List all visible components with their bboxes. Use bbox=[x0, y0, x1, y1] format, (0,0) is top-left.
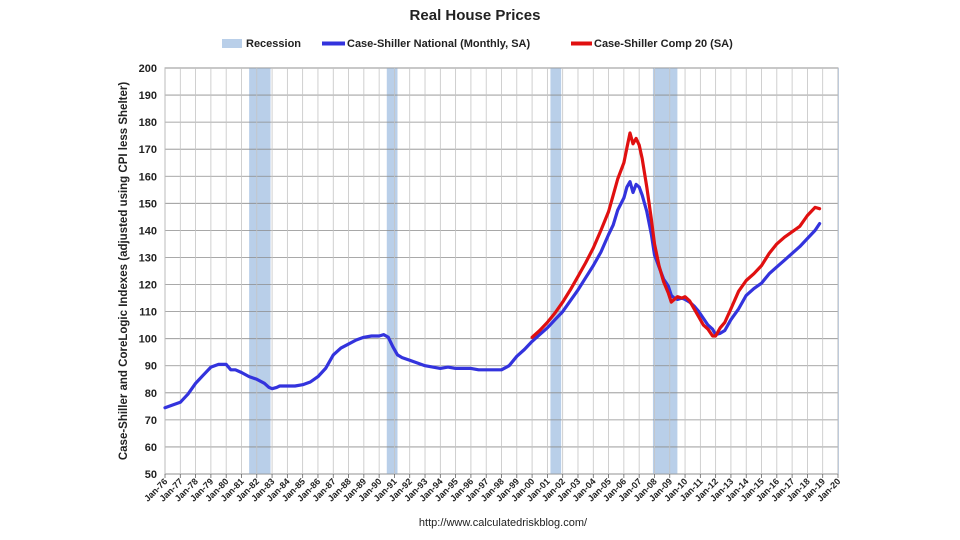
y-tick-label: 190 bbox=[139, 90, 157, 102]
y-tick-label: 120 bbox=[139, 280, 157, 292]
y-tick-label: 150 bbox=[139, 198, 157, 210]
y-tick-label: 80 bbox=[145, 388, 157, 400]
y-tick-label: 170 bbox=[139, 144, 157, 156]
recession-band bbox=[249, 68, 271, 474]
legend-swatch-recession bbox=[222, 39, 242, 48]
legend-label-national: Case-Shiller National (Monthly, SA) bbox=[347, 38, 530, 50]
recession-band bbox=[550, 68, 562, 474]
y-tick-label: 110 bbox=[139, 307, 157, 319]
plot-area: 50 60 70 80 90 100 110 120 130 140 150 160 170 180 190… bbox=[139, 63, 843, 504]
y-axis-label: Case-Shiller and CoreLogic Indexes (adju… bbox=[118, 82, 130, 460]
y-tick-label: 100 bbox=[139, 334, 157, 346]
y-tick-label: 130 bbox=[139, 252, 157, 264]
y-tick-label: 50 bbox=[145, 469, 157, 481]
y-tick-label: 200 bbox=[139, 63, 157, 75]
y-tick-label: 70 bbox=[145, 415, 157, 427]
legend: Recession Case-Shiller National (Monthly… bbox=[222, 38, 733, 50]
y-tick-label: 160 bbox=[139, 171, 157, 183]
recession-band bbox=[652, 68, 678, 474]
y-tick-label: 180 bbox=[139, 117, 157, 129]
legend-label-comp20: Case-Shiller Comp 20 (SA) bbox=[594, 38, 733, 50]
source-url: http://www.calculatedriskblog.com/ bbox=[419, 517, 588, 529]
recession-band bbox=[386, 68, 398, 474]
chart-title: Real House Prices bbox=[410, 7, 541, 24]
series-line-case-shiller-comp20 bbox=[530, 131, 822, 339]
y-tick-label: 140 bbox=[139, 225, 157, 237]
series-line-case-shiller-national bbox=[163, 180, 822, 410]
y-tick-label: 90 bbox=[145, 361, 157, 373]
legend-label-recession: Recession bbox=[246, 38, 301, 50]
y-tick-label: 60 bbox=[145, 442, 157, 454]
recession-band bbox=[838, 68, 839, 474]
